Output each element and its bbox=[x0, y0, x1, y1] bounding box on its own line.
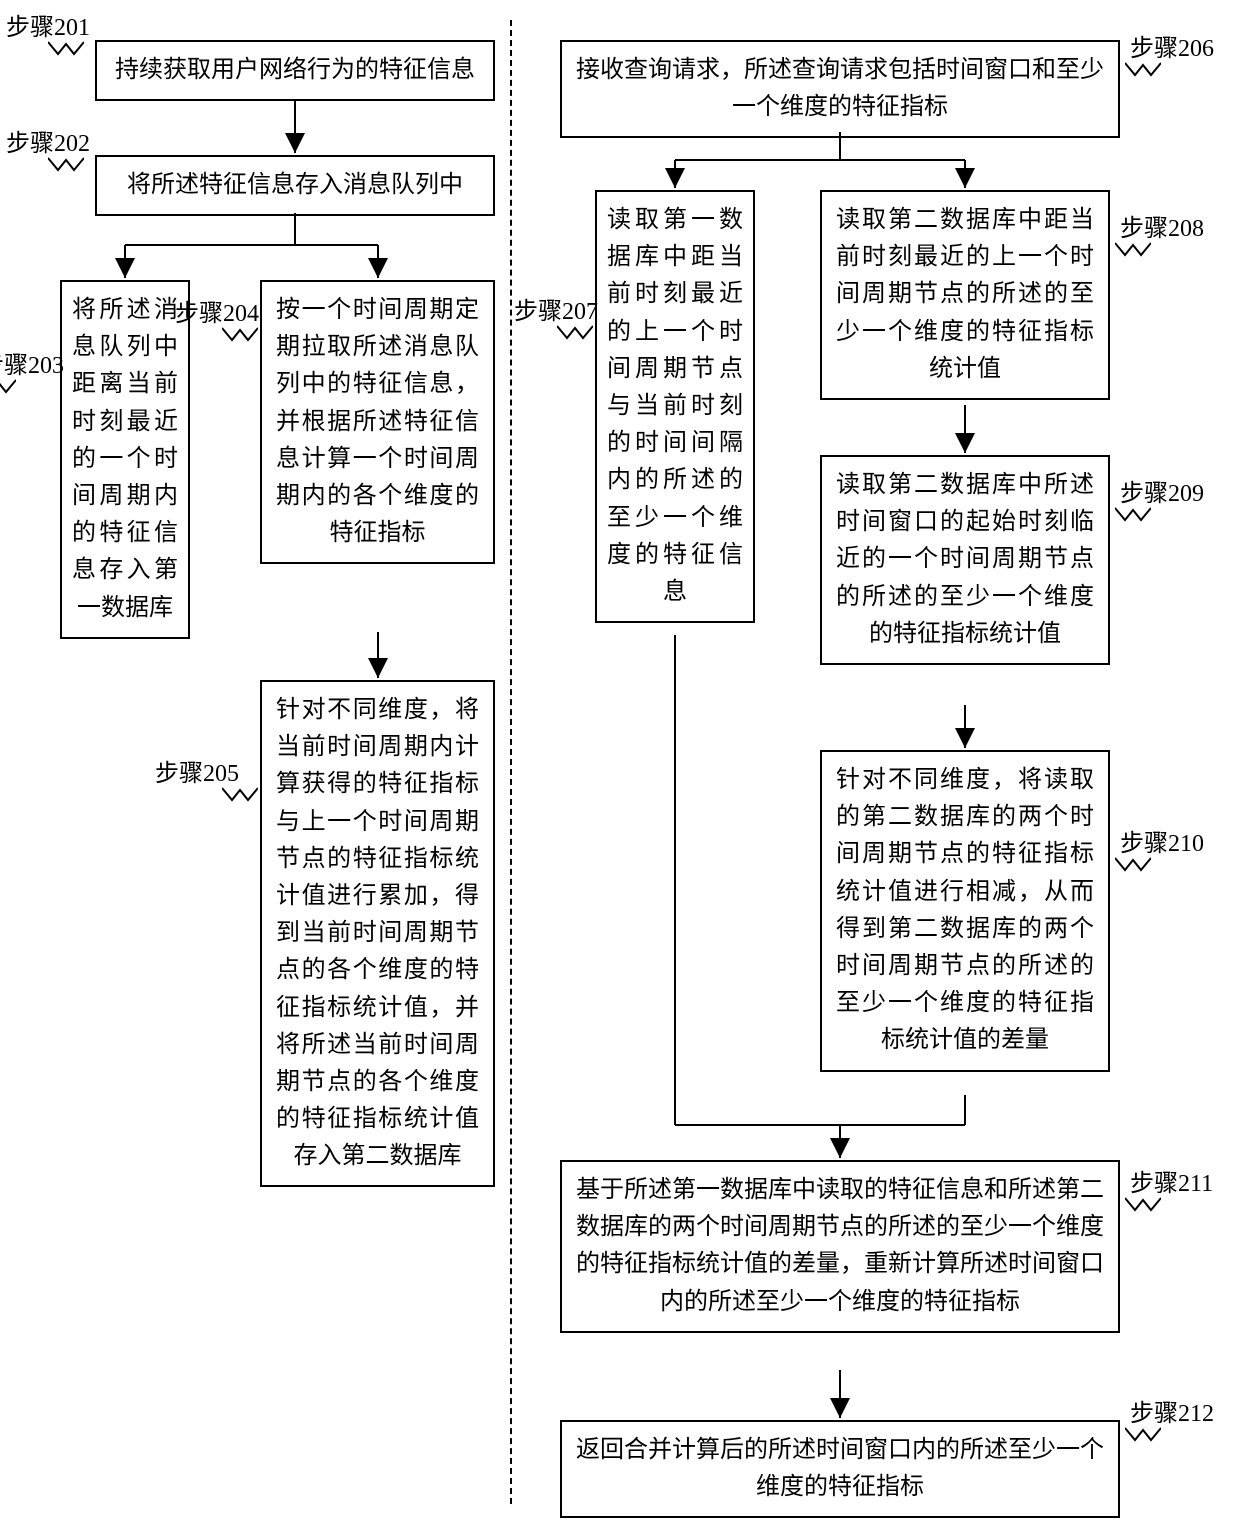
zigzag-icon bbox=[1125, 1426, 1161, 1444]
label-step-209: 步骤209 bbox=[1120, 480, 1204, 509]
zigzag-icon bbox=[1115, 506, 1151, 524]
node-step-204: 按一个时间周期定期拉取所述消息队列中的特征信息，并根据所述特征信息计算一个时间周… bbox=[260, 280, 495, 564]
zigzag-icon bbox=[222, 786, 258, 804]
node-step-209: 读取第二数据库中所述时间窗口的起始时刻临近的一个时间周期节点的所述的至少一个维度… bbox=[820, 455, 1110, 665]
divider-line bbox=[510, 20, 512, 1504]
node-step-202: 将所述特征信息存入消息队列中 bbox=[95, 155, 495, 216]
node-text: 基于所述第一数据库中读取的特征信息和所述第二数据库的两个时间周期节点的所述的至少… bbox=[576, 1177, 1104, 1315]
node-text: 针对不同维度，将读取的第二数据库的两个时间周期节点的特征指标统计值进行相减，从而… bbox=[836, 767, 1094, 1053]
label-step-208: 步骤208 bbox=[1120, 215, 1204, 244]
node-text: 持续获取用户网络行为的特征信息 bbox=[115, 57, 475, 83]
zigzag-icon bbox=[222, 326, 258, 344]
label-step-202: 步骤202 bbox=[0, 130, 90, 159]
node-step-206: 接收查询请求，所述查询请求包括时间窗口和至少一个维度的特征指标 bbox=[560, 40, 1120, 138]
node-step-211: 基于所述第一数据库中读取的特征信息和所述第二数据库的两个时间周期节点的所述的至少… bbox=[560, 1160, 1120, 1333]
node-text: 针对不同维度，将当前时间周期内计算获得的特征指标与上一个时间周期节点的特征指标统… bbox=[276, 697, 479, 1169]
node-step-212: 返回合并计算后的所述时间窗口内的所述至少一个维度的特征指标 bbox=[560, 1420, 1120, 1518]
node-text: 将所述特征信息存入消息队列中 bbox=[127, 172, 463, 198]
node-step-201: 持续获取用户网络行为的特征信息 bbox=[95, 40, 495, 101]
label-step-203: 步骤203 bbox=[0, 352, 60, 381]
label-step-201: 步骤201 bbox=[0, 14, 90, 43]
label-step-207: 步骤207 bbox=[514, 298, 604, 327]
node-step-203: 将所述消息队列中距离当前时刻最近的一个时间周期内的特征信息存入第一数据库 bbox=[60, 280, 190, 639]
node-text: 读取第二数据库中所述时间窗口的起始时刻临近的一个时间周期节点的所述的至少一个维度… bbox=[836, 472, 1094, 647]
label-step-210: 步骤210 bbox=[1120, 830, 1204, 859]
zigzag-icon bbox=[1125, 61, 1161, 79]
node-text: 按一个时间周期定期拉取所述消息队列中的特征信息，并根据所述特征信息计算一个时间周… bbox=[276, 297, 479, 546]
node-text: 将所述消息队列中距离当前时刻最近的一个时间周期内的特征信息存入第一数据库 bbox=[72, 297, 178, 621]
flowchart-canvas: 持续获取用户网络行为的特征信息 步骤201 将所述特征信息存入消息队列中 步骤2… bbox=[0, 0, 1240, 1524]
zigzag-icon bbox=[1115, 856, 1151, 874]
node-text: 接收查询请求，所述查询请求包括时间窗口和至少一个维度的特征指标 bbox=[576, 57, 1104, 120]
node-text: 返回合并计算后的所述时间窗口内的所述至少一个维度的特征指标 bbox=[576, 1437, 1104, 1500]
zigzag-icon bbox=[1115, 241, 1151, 259]
zigzag-icon bbox=[1125, 1196, 1161, 1214]
node-step-208: 读取第二数据库中距当前时刻最近的上一个时间周期节点的所述的至少一个维度的特征指标… bbox=[820, 190, 1110, 400]
label-step-204: 步骤204 bbox=[175, 300, 265, 329]
label-step-205: 步骤205 bbox=[155, 760, 255, 789]
node-text: 读取第一数据库中距当前时刻最近的上一个时间周期节点与当前时刻的时间间隔内的所述的… bbox=[607, 207, 743, 605]
node-text: 读取第二数据库中距当前时刻最近的上一个时间周期节点的所述的至少一个维度的特征指标… bbox=[836, 207, 1094, 382]
label-step-211: 步骤211 bbox=[1130, 1170, 1213, 1199]
zigzag-icon bbox=[557, 324, 593, 342]
zigzag-icon bbox=[48, 156, 84, 174]
zigzag-icon bbox=[0, 378, 16, 396]
node-step-210: 针对不同维度，将读取的第二数据库的两个时间周期节点的特征指标统计值进行相减，从而… bbox=[820, 750, 1110, 1072]
node-step-207: 读取第一数据库中距当前时刻最近的上一个时间周期节点与当前时刻的时间间隔内的所述的… bbox=[595, 190, 755, 623]
node-step-205: 针对不同维度，将当前时间周期内计算获得的特征指标与上一个时间周期节点的特征指标统… bbox=[260, 680, 495, 1187]
label-step-212: 步骤212 bbox=[1130, 1400, 1214, 1429]
zigzag-icon bbox=[48, 40, 84, 58]
label-step-206: 步骤206 bbox=[1130, 35, 1214, 64]
